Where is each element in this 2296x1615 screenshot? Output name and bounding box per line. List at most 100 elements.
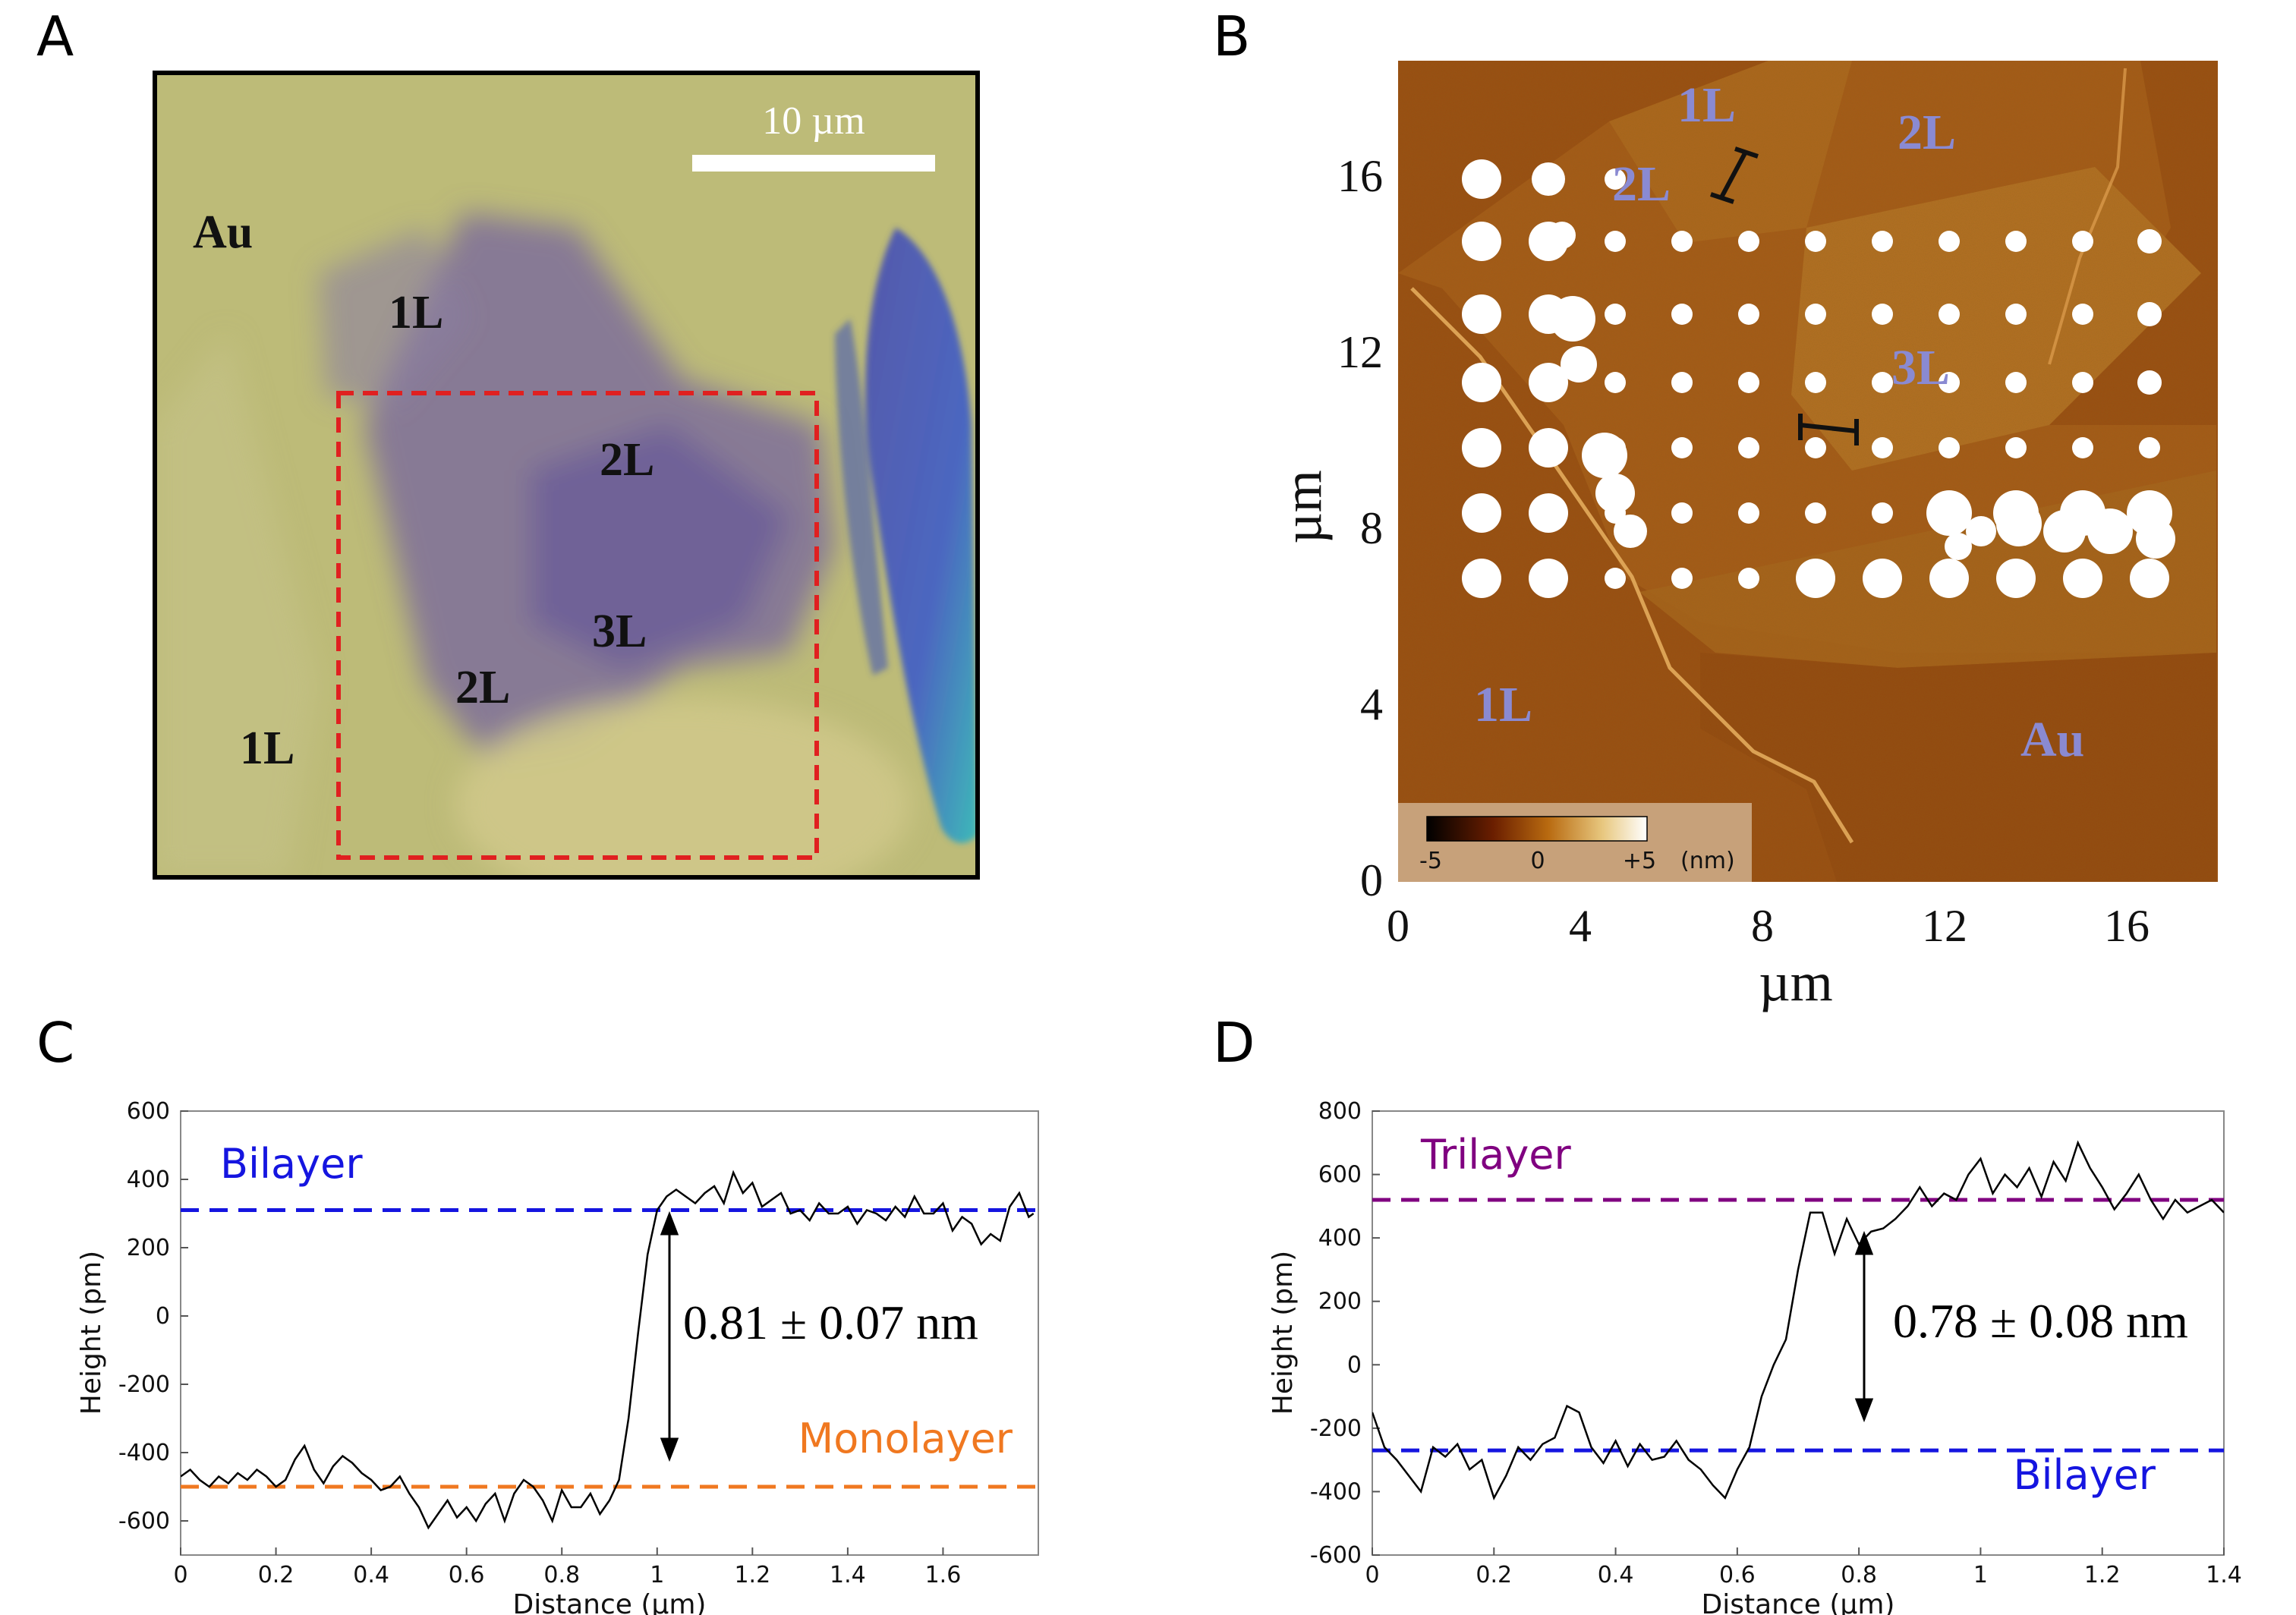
afm-dot [1671,231,1693,252]
afm-dot [2137,302,2162,326]
afm-dot-cluster [1966,516,1996,546]
afm-dot-cluster [1561,346,1597,382]
y-axis-label-d: Height (pm) [1268,1251,1299,1415]
afm-dot [1462,493,1501,533]
afm-dot [2072,231,2093,252]
optical-label: 2L [600,434,654,486]
x-tick-label: 0.2 [258,1562,294,1588]
profile-marker [1798,414,1859,445]
afm-dot [1671,502,1693,524]
reference-label-monolayer-c: Monolayer [798,1415,1013,1462]
panel-letter-d: D [1213,1011,1255,1075]
profile-marker [1710,146,1759,204]
x-tick-label: 1.2 [734,1562,770,1588]
step-height-annotation-d: 0.78 ± 0.08 nm [1893,1294,2188,1348]
colorbar [1426,816,1648,842]
scale-bar-label: 10 µm [762,99,865,143]
afm-dot [1796,559,1835,598]
x-tick-label: 0.8 [543,1562,580,1588]
colorbar-tick: +5 [1623,848,1656,874]
afm-dot-cluster [1548,222,1576,249]
afm-dot [1872,304,1893,325]
afm-dot [1532,162,1565,196]
x-tick-label: 1.2 [2084,1562,2121,1588]
colorbar-unit: (nm) [1680,848,1735,874]
x-tick-label: 0.6 [449,1562,485,1588]
scale-bar [692,155,935,172]
afm-dot [1671,568,1693,589]
x-tick-label: 1 [650,1562,664,1588]
afm-dot [1738,502,1759,524]
afm-label: 1L [1677,77,1736,133]
x-tick-label: 0 [173,1562,187,1588]
afm-dot [2130,559,2169,598]
panel-letter-b: B [1213,5,1251,68]
afm-ytick: 4 [1360,679,1383,729]
afm-label: 3L [1891,340,1950,395]
afm-dot [1671,372,1693,393]
afm-dot [1939,231,1960,252]
y-axis-label-c: Height (pm) [76,1251,107,1415]
afm-dot [1462,363,1501,402]
afm-ytick: 12 [1337,327,1383,377]
afm-dot [2137,370,2162,395]
afm-dot [1605,372,1626,393]
y-tick-label: -400 [118,1440,170,1466]
y-tick-label: 400 [127,1166,170,1193]
x-tick-label: 0.8 [1841,1562,1877,1588]
reference-label-trilayer-d: Trilayer [1420,1131,1572,1179]
reference-label-bilayer-c: Bilayer [220,1140,363,1188]
afm-dot [1929,559,1969,598]
y-tick-label: 0 [156,1303,170,1330]
afm-dot [1529,559,1568,598]
step-height-annotation-c: 0.81 ± 0.07 nm [683,1295,978,1349]
afm-xtick: 16 [2104,901,2150,951]
optical-label: 1L [389,287,443,338]
afm-label: 2L [1612,156,1671,212]
afm-dot [1939,437,1960,458]
afm-dot-cluster [1595,474,1635,513]
optical-label: Au [193,206,253,258]
afm-dot [1605,568,1626,589]
height-profile-chart-c: 0 0.2 0.4 0.6 0.8 1 1.2 1.4 1.6 600 400 200 0 -200 -40… [76,1098,1039,1615]
afm-ytick: 16 [1337,151,1383,201]
afm-label: Au [2020,712,2084,767]
y-tick-label: 800 [1318,1098,1362,1125]
afm-dot [2137,229,2162,253]
x-tick-label: 0.4 [353,1562,389,1588]
afm-dot [1872,437,1893,458]
optical-label: 1L [240,722,294,774]
x-tick-label: 0.4 [1598,1562,1634,1588]
afm-dot [1671,437,1693,458]
afm-dot [1939,372,1960,393]
x-tick-label: 0.2 [1476,1562,1512,1588]
afm-dot [1671,304,1693,325]
afm-dot [1605,304,1626,325]
afm-ytick: 8 [1360,503,1383,553]
x-tick-label: 0 [1365,1562,1379,1588]
afm-dot [1462,159,1501,199]
afm-label: 2L [1898,105,1956,160]
afm-dot [1996,559,2036,598]
afm-xtick: 8 [1751,901,1774,951]
afm-dot [1738,437,1759,458]
afm-dot [1738,372,1759,393]
afm-dot-cluster [1550,296,1595,342]
afm-dot [1462,222,1501,261]
afm-dot [2072,437,2093,458]
x-tick-label: 1.4 [830,1562,866,1588]
afm-dot [1805,231,1826,252]
x-axis-label-d: Distance (µm) [1702,1589,1895,1615]
afm-dot [2072,304,2093,325]
step-arrow-d [1854,1230,1874,1423]
afm-dot [2005,372,2027,393]
afm-xtick: 12 [1922,901,1967,951]
y-tick-label: -600 [1310,1542,1362,1569]
y-tick-label: 200 [127,1235,170,1261]
afm-xtick: 0 [1387,901,1409,951]
afm-xlabel: µm [1759,952,1833,1012]
afm-dot [1529,363,1568,402]
afm-dot [1738,568,1759,589]
x-tick-label: 1.4 [2206,1562,2242,1588]
y-tick-label: -200 [118,1371,170,1398]
